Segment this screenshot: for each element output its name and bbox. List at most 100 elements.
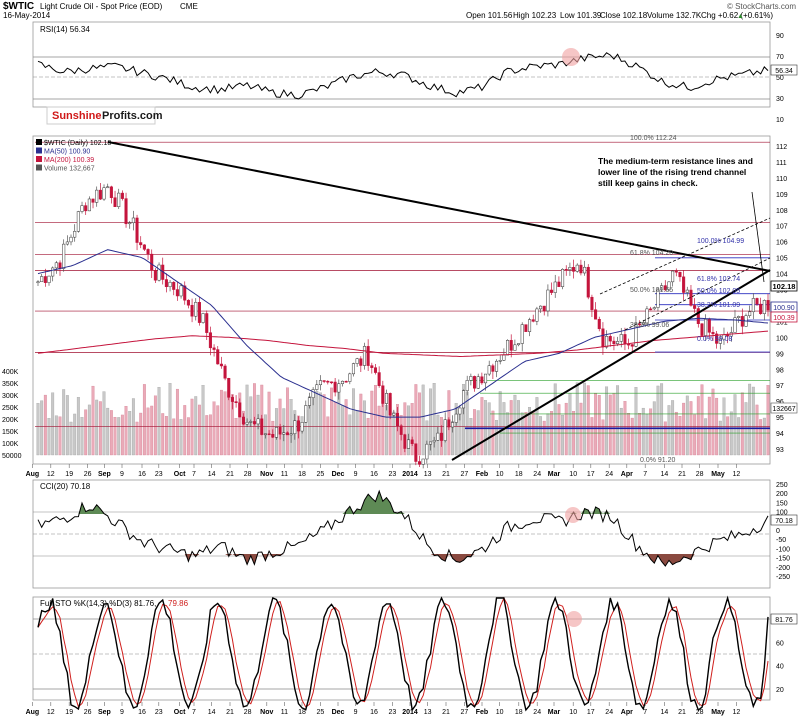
volume-tick-label: 150K bbox=[2, 429, 19, 436]
candle-body bbox=[54, 262, 58, 269]
volume-bar bbox=[113, 417, 117, 456]
volume-bar bbox=[432, 383, 436, 456]
volume-bar bbox=[520, 412, 524, 456]
logo-profits: Profits.com bbox=[102, 110, 163, 122]
candle-body bbox=[652, 307, 656, 310]
x-axis-price-tick-label: 7 bbox=[643, 471, 647, 478]
price-tick-label: 93 bbox=[776, 447, 784, 454]
candle-body bbox=[355, 358, 359, 364]
candle-body bbox=[711, 332, 715, 335]
candle-body bbox=[539, 305, 543, 310]
volume-bar bbox=[106, 407, 110, 456]
candle-body bbox=[634, 323, 638, 347]
x-axis-price-tick-label: Feb bbox=[476, 471, 488, 478]
volume-bar bbox=[678, 416, 682, 456]
candle-body bbox=[755, 298, 759, 305]
candle-body bbox=[337, 383, 341, 393]
x-axis-sto-tick-label: 9 bbox=[120, 709, 124, 716]
candle-body bbox=[564, 268, 568, 271]
candle-body bbox=[421, 458, 425, 465]
volume-bar bbox=[120, 414, 124, 456]
x-axis-sto-tick-label: 26 bbox=[84, 709, 92, 716]
candle-body bbox=[197, 302, 201, 323]
cci-tick-label: -100 bbox=[776, 546, 790, 553]
volume-bar bbox=[164, 416, 168, 456]
candle-body bbox=[146, 249, 150, 255]
candle-body bbox=[528, 319, 532, 332]
x-axis-sto-tick-label: 11 bbox=[281, 709, 288, 716]
candle-body bbox=[245, 421, 249, 425]
fib2-50-label: 50.0% 102.05 bbox=[697, 288, 740, 295]
candle-body bbox=[660, 285, 664, 291]
volume-bar bbox=[454, 403, 458, 456]
volume-bar bbox=[212, 401, 216, 456]
volume-bar bbox=[54, 415, 58, 456]
candle-body bbox=[131, 217, 135, 224]
candle-body bbox=[535, 308, 539, 322]
candle-body bbox=[491, 365, 495, 372]
volume-bar bbox=[685, 395, 689, 456]
candle-body bbox=[649, 308, 653, 311]
channel-mid-line bbox=[624, 257, 771, 331]
volume-bar bbox=[65, 395, 69, 456]
x-axis-price-tick-label: Oct bbox=[174, 471, 186, 478]
candle-body bbox=[425, 443, 429, 460]
candle-body bbox=[524, 324, 528, 332]
volume-bar bbox=[513, 394, 517, 456]
x-axis-price-tick-label: 10 bbox=[569, 471, 577, 478]
candle-body bbox=[718, 338, 722, 344]
volume-bar bbox=[608, 394, 612, 456]
price-tick-label: 96 bbox=[776, 399, 784, 406]
cci-tick-label: 250 bbox=[776, 482, 788, 489]
candle-body bbox=[410, 439, 414, 444]
rsi-highlight-circle bbox=[562, 48, 580, 66]
volume-bar bbox=[238, 392, 242, 456]
cci-highlight-circle bbox=[565, 507, 581, 523]
quote-close: Close 102.18 bbox=[600, 11, 648, 20]
legend-entry: MA(200) 100.39 bbox=[44, 157, 94, 164]
candle-body bbox=[715, 333, 719, 344]
cci-tick-label: -50 bbox=[776, 537, 786, 544]
volume-bar bbox=[616, 385, 620, 456]
candle-body bbox=[443, 419, 447, 441]
price-tick-label: 111 bbox=[776, 160, 787, 167]
rsi-tick-label: 70 bbox=[776, 54, 784, 61]
candle-body bbox=[205, 313, 209, 333]
resistance-line bbox=[107, 141, 771, 272]
x-axis-sto-tick-label: Dec bbox=[332, 709, 345, 716]
candle-body bbox=[183, 285, 187, 301]
volume-bar bbox=[186, 417, 190, 456]
x-axis-sto-tick-label: 10 bbox=[569, 709, 577, 716]
candle-body bbox=[704, 319, 708, 336]
legend-entry: Volume 132,667 bbox=[44, 166, 95, 173]
x-axis-price-tick-label: 11 bbox=[281, 471, 288, 478]
sto-k-line bbox=[37, 595, 769, 712]
candle-body bbox=[707, 319, 711, 333]
volume-tick-label: 250K bbox=[2, 405, 19, 412]
x-axis-sto-tick-label: 2014 bbox=[402, 709, 418, 716]
x-axis-price-tick-label: Mar bbox=[548, 471, 561, 478]
candle-body bbox=[278, 427, 282, 435]
candle-body bbox=[561, 268, 565, 287]
candle-body bbox=[700, 323, 704, 336]
fib2-100-label: 100.0% 104.99 bbox=[697, 238, 744, 245]
candle-body bbox=[605, 336, 609, 348]
volume-bar bbox=[407, 405, 410, 456]
volume-bar bbox=[539, 416, 542, 456]
volume-bar bbox=[546, 413, 550, 456]
candle-body bbox=[142, 244, 146, 250]
candle-body bbox=[186, 299, 190, 306]
candle-body bbox=[531, 319, 535, 322]
price-tick-label: 112 bbox=[776, 144, 787, 151]
sto-value-label: 81.76 bbox=[775, 617, 793, 624]
x-axis-sto-tick-label: May bbox=[711, 709, 725, 716]
candle-body bbox=[414, 443, 418, 462]
x-axis-sto-tick-label: 16 bbox=[370, 709, 378, 716]
candle-body bbox=[685, 289, 689, 293]
x-axis-sto-tick-label: 19 bbox=[65, 709, 73, 716]
x-axis-price-tick-label: 21 bbox=[226, 471, 234, 478]
candle-body bbox=[439, 432, 444, 441]
volume-bar bbox=[553, 383, 557, 456]
candle-body bbox=[212, 347, 216, 350]
x-axis-price-tick-label: 27 bbox=[461, 471, 469, 478]
